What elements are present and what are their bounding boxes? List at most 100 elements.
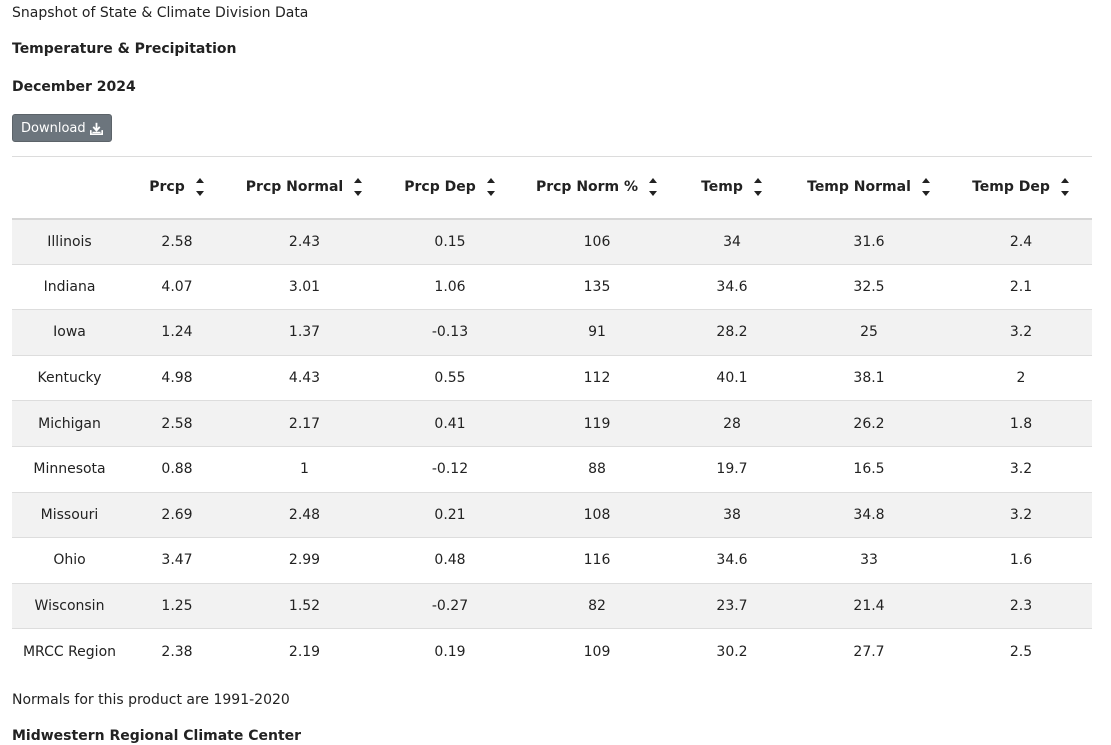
row-state-name: MRCC Region (22, 643, 117, 660)
table-cell: 91 (588, 324, 606, 341)
sort-updown-icon[interactable] (921, 175, 931, 199)
table-cell: 1.06 (434, 278, 466, 295)
sort-updown-icon[interactable] (648, 175, 658, 199)
column-header-inner: Temp (701, 175, 763, 199)
table-cell: 106 (583, 233, 611, 250)
table-cell: 2.38 (161, 643, 193, 660)
column-header[interactable]: Prcp Normal (227, 157, 382, 219)
table-cell: 2.19 (288, 643, 321, 660)
row-state-name: Wisconsin (34, 598, 105, 615)
table-cell: 30.2 (716, 643, 748, 660)
table-cell: 33 (860, 552, 878, 569)
table-cell: 2.17 (288, 415, 321, 432)
row-state-name: Michigan (38, 415, 101, 432)
column-header[interactable]: Temp Normal (788, 157, 950, 219)
table-cell: 0.48 (434, 552, 466, 569)
column-header[interactable]: Prcp Dep (382, 157, 518, 219)
table-cell: 38.1 (853, 370, 885, 387)
table-cell: 0.88 (161, 461, 193, 478)
table-header-row: Prcp Prcp Normal Prcp Dep Prcp Norm % Temp Te… (12, 156, 1092, 219)
table-cell: 31.6 (853, 233, 885, 250)
table-cell: 4.98 (161, 370, 193, 387)
column-header[interactable]: Prcp Norm % (518, 157, 676, 219)
column-header[interactable]: Temp (676, 157, 788, 219)
table-cell: 2.58 (161, 415, 193, 432)
table-row: Ohio 3.47 2.99 0.48 116 34.6 33 1.6 (12, 538, 1092, 584)
sort-updown-icon[interactable] (353, 175, 363, 199)
table-body: Illinois 2.58 2.43 0.15 106 34 31.6 2.4 Indiana 4… (12, 218, 1092, 675)
column-header-label: Temp (701, 179, 743, 196)
table-row: Missouri 2.69 2.48 0.21 108 38 34.8 3.2 (12, 492, 1092, 538)
table-cell: -0.12 (431, 461, 469, 478)
table-cell: 0.21 (434, 506, 466, 523)
column-header[interactable]: Prcp (127, 157, 227, 219)
row-state-name: Kentucky (37, 370, 102, 387)
download-icon (89, 122, 103, 135)
table-cell: 34 (723, 233, 741, 250)
sort-updown-icon[interactable] (195, 175, 205, 199)
table-cell: 34.6 (716, 278, 748, 295)
table-cell: 2.58 (161, 233, 193, 250)
column-header-label: Temp Normal (807, 179, 911, 196)
table-cell: 0.41 (434, 415, 466, 432)
table-cell: 108 (583, 506, 611, 523)
table-cell: 26.2 (853, 415, 885, 432)
table-cell: 1.52 (288, 598, 321, 615)
table-cell: 0.19 (434, 643, 466, 660)
table-cell: 1 (300, 461, 309, 478)
column-header-inner: Prcp Dep (404, 175, 496, 199)
column-header[interactable]: Temp Dep (950, 157, 1092, 219)
table-cell: 0.55 (434, 370, 466, 387)
table-row: Iowa 1.24 1.37 -0.13 91 28.2 25 3.2 (12, 309, 1092, 356)
table-cell: 3.01 (288, 278, 321, 295)
data-table-container: Prcp Prcp Normal Prcp Dep Prcp Norm % Temp Te… (12, 156, 1092, 674)
table-cell: 0.15 (434, 233, 466, 250)
download-button[interactable]: Download (12, 114, 112, 142)
table-cell: 2.99 (288, 552, 321, 569)
column-header-inner: Temp Normal (807, 175, 931, 199)
table-cell: 1.25 (161, 598, 193, 615)
column-header-state (12, 157, 127, 219)
table-cell: 2.4 (1009, 233, 1033, 250)
table-cell: 34.6 (716, 552, 748, 569)
column-header-label: Temp Dep (972, 179, 1050, 196)
table-cell: 82 (588, 598, 606, 615)
table-cell: 3.2 (1009, 324, 1033, 341)
table-cell: 2.5 (1009, 643, 1033, 660)
table-cell: 19.7 (716, 461, 748, 478)
table-row: Wisconsin 1.25 1.52 -0.27 82 23.7 21.4 2.3 (12, 583, 1092, 629)
column-header-label: Prcp (149, 179, 185, 196)
table-cell: 32.5 (853, 278, 885, 295)
table-cell: -0.13 (431, 324, 469, 341)
table-cell: 3.2 (1009, 461, 1033, 478)
breadcrumb: Snapshot of State & Climate Division Dat… (12, 5, 309, 21)
table-cell: 28 (723, 415, 741, 432)
table-cell: 2.48 (288, 506, 321, 523)
table-row: Illinois 2.58 2.43 0.15 106 34 31.6 2.4 (12, 218, 1092, 265)
sort-updown-icon[interactable] (1060, 175, 1070, 199)
row-state-name: Illinois (47, 233, 92, 250)
row-state-name: Iowa (53, 324, 86, 341)
table-cell: -0.27 (431, 598, 469, 615)
row-state-name: Ohio (53, 552, 86, 569)
column-header-inner: Prcp Normal (246, 175, 363, 199)
table-cell: 25 (860, 324, 878, 341)
column-header-label: Prcp Norm % (535, 179, 639, 196)
table-cell: 1.37 (288, 324, 321, 341)
table-cell: 21.4 (853, 598, 885, 615)
organization-name: Midwestern Regional Climate Center (12, 728, 302, 744)
period-label: December 2024 (12, 79, 136, 95)
row-state-name: Minnesota (33, 461, 106, 478)
table-cell: 4.43 (288, 370, 321, 387)
table-row: Michigan 2.58 2.17 0.41 119 28 26.2 1.8 (12, 400, 1092, 447)
sort-updown-icon[interactable] (486, 175, 496, 199)
climate-data-table: Prcp Prcp Normal Prcp Dep Prcp Norm % Temp Te… (12, 156, 1092, 674)
column-header-inner: Prcp Norm % (536, 175, 658, 199)
sort-updown-icon[interactable] (753, 175, 763, 199)
table-cell: 23.7 (716, 598, 748, 615)
table-cell: 112 (583, 370, 611, 387)
table-cell: 40.1 (716, 370, 748, 387)
table-row: Minnesota 0.88 1 -0.12 88 19.7 16.5 3.2 (12, 446, 1092, 493)
table-cell: 2.69 (161, 506, 193, 523)
